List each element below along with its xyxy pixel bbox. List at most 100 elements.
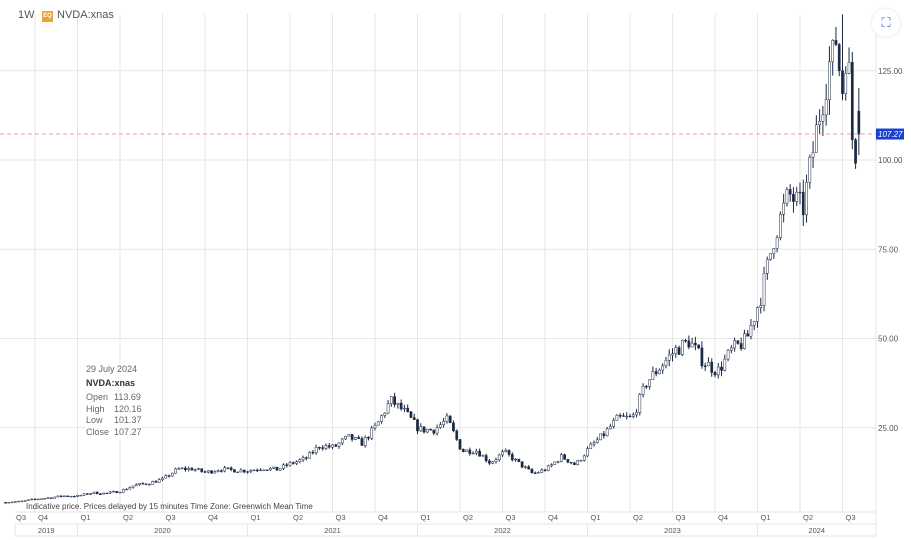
y-tick-label: 25.00 bbox=[878, 424, 899, 433]
candle-down bbox=[448, 415, 452, 424]
candle-up bbox=[445, 415, 449, 422]
candle-down bbox=[255, 469, 259, 472]
candle-down bbox=[837, 44, 841, 71]
candle-up bbox=[667, 354, 671, 361]
candle-up bbox=[497, 454, 501, 460]
candle-down bbox=[393, 396, 396, 405]
candle-down bbox=[478, 450, 481, 457]
candle-up bbox=[216, 470, 220, 472]
candle-down bbox=[233, 469, 236, 473]
quarter-label: Q4 bbox=[378, 513, 388, 522]
candle-up bbox=[847, 62, 851, 74]
candle-up bbox=[373, 424, 377, 429]
candle-up bbox=[586, 448, 589, 457]
candle-down bbox=[105, 492, 109, 495]
candle-up bbox=[108, 491, 112, 494]
candle-down bbox=[736, 340, 740, 344]
candle-up bbox=[481, 455, 485, 457]
candle-up bbox=[246, 471, 249, 473]
candle-up bbox=[30, 498, 34, 501]
candle-up bbox=[762, 273, 766, 306]
candle-down bbox=[801, 191, 805, 216]
candle-down bbox=[72, 496, 76, 498]
y-tick-label: 125.00 bbox=[878, 67, 903, 76]
candle-up bbox=[615, 415, 619, 421]
candle-up bbox=[10, 501, 14, 504]
candle-down bbox=[703, 365, 707, 367]
candle-up bbox=[347, 434, 351, 437]
candle-down bbox=[455, 430, 459, 440]
interval-selector[interactable]: 1W bbox=[18, 9, 35, 21]
legend-symbol: NVDA:xnas bbox=[86, 377, 136, 388]
candle-up bbox=[164, 475, 168, 479]
candle-up bbox=[17, 500, 21, 503]
candle-down bbox=[334, 444, 338, 447]
candle-up bbox=[648, 379, 651, 387]
quarter-label: Q1 bbox=[251, 513, 261, 522]
candle-up bbox=[726, 349, 730, 360]
candle-down bbox=[644, 385, 648, 388]
candle-up bbox=[337, 442, 341, 447]
candle-up bbox=[259, 469, 262, 472]
candle-up bbox=[671, 353, 674, 356]
candle-down bbox=[458, 439, 462, 450]
candle-down bbox=[95, 491, 99, 495]
candle-up bbox=[308, 451, 311, 459]
candle-up bbox=[340, 438, 344, 444]
candle-up bbox=[170, 472, 174, 477]
candle-down bbox=[573, 462, 576, 465]
quarter-label: Q4 bbox=[38, 513, 48, 522]
candle-up bbox=[592, 442, 596, 445]
candle-down bbox=[327, 445, 331, 448]
quarter-label: Q1 bbox=[761, 513, 771, 522]
fullscreen-icon[interactable]: ⛶ bbox=[872, 9, 900, 37]
candle-down bbox=[694, 342, 697, 346]
candle-up bbox=[161, 477, 164, 480]
current-price-badge bbox=[876, 128, 904, 140]
candle-up bbox=[180, 467, 184, 470]
year-label: 2023 bbox=[664, 526, 681, 535]
candle-down bbox=[291, 462, 295, 464]
candle-up bbox=[46, 497, 50, 499]
candle-up bbox=[69, 496, 73, 498]
year-label: 2021 bbox=[324, 526, 341, 535]
candle-up bbox=[514, 458, 517, 461]
y-tick-label: 75.00 bbox=[878, 245, 899, 254]
candle-up bbox=[262, 469, 266, 471]
candle-down bbox=[530, 468, 534, 474]
candle-up bbox=[589, 443, 593, 449]
year-label: 2022 bbox=[494, 526, 511, 535]
candle-up bbox=[380, 415, 383, 422]
candle-up bbox=[389, 396, 393, 404]
candle-down bbox=[618, 415, 622, 417]
candle-up bbox=[465, 449, 468, 452]
candle-up bbox=[128, 487, 132, 490]
candle-down bbox=[409, 411, 413, 418]
candle-down bbox=[854, 139, 857, 164]
candle-up bbox=[324, 445, 328, 449]
candle-up bbox=[635, 412, 638, 416]
quarter-label: Q3 bbox=[506, 513, 516, 522]
symbol-label[interactable]: NVDA:xnas bbox=[57, 9, 114, 21]
candle-down bbox=[432, 429, 436, 434]
candle-up bbox=[301, 457, 305, 461]
quarter-label: Q4 bbox=[718, 513, 728, 522]
footer-note: Indicative price. Prices delayed by 15 m… bbox=[26, 502, 313, 511]
candle-down bbox=[563, 454, 566, 460]
candle-up bbox=[79, 494, 83, 497]
candle-down bbox=[360, 438, 364, 446]
candle-down bbox=[412, 417, 416, 420]
candle-down bbox=[628, 415, 632, 418]
candle-up bbox=[550, 464, 553, 467]
candle-down bbox=[350, 434, 354, 440]
candle-up bbox=[759, 305, 763, 308]
candle-down bbox=[275, 466, 279, 471]
candle-up bbox=[252, 469, 256, 472]
candle-down bbox=[49, 497, 53, 499]
candle-up bbox=[828, 61, 831, 100]
candle-up bbox=[664, 360, 668, 367]
candle-down bbox=[416, 419, 419, 432]
candle-up bbox=[439, 424, 442, 428]
candle-up bbox=[383, 412, 387, 416]
